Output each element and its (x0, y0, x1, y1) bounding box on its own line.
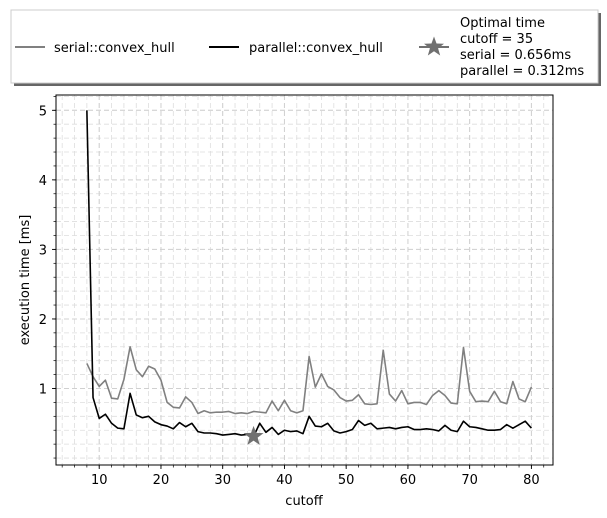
legend: serial::convex_hull parallel::convex_hul… (10, 9, 601, 86)
x-tick-label: 80 (523, 473, 540, 488)
legend-star-icon (424, 36, 444, 56)
x-tick-label: 30 (214, 473, 231, 488)
legend-optimal-line-3: serial = 0.656ms (460, 48, 571, 63)
y-axis-label: execution time [ms] (18, 215, 33, 346)
series-line-serial (86, 345, 533, 415)
legend-label-serial: serial::convex_hull (54, 41, 175, 56)
legend-optimal-line-1: Optimal time (460, 16, 545, 31)
y-tick-label: 3 (39, 243, 47, 258)
series-line-parallel (86, 110, 532, 438)
y-tick-label: 4 (39, 174, 47, 189)
x-axis-label: cutoff (285, 494, 323, 509)
y-tick-label: 1 (39, 382, 47, 397)
legend-label-parallel: parallel::convex_hull (249, 41, 383, 56)
legend-optimal-line-4: parallel = 0.312ms (460, 64, 584, 79)
x-tick-label: 40 (276, 473, 293, 488)
legend-box (10, 9, 599, 84)
x-tick-label: 60 (400, 473, 417, 488)
y-tick-label: 5 (39, 104, 47, 119)
plot-frame (55, 94, 554, 466)
series-layer (86, 110, 533, 438)
x-tick-label: 70 (461, 473, 478, 488)
optimal-star-marker (243, 425, 264, 445)
x-tick-label: 50 (338, 473, 355, 488)
x-axis: 10 20 30 40 50 60 70 80 (61, 465, 545, 488)
grid-minor (56, 95, 553, 465)
y-axis: 1 2 3 4 5 (39, 96, 56, 459)
x-tick-label: 10 (91, 473, 108, 488)
plot-area: 10 20 30 40 50 60 70 80 1 2 3 4 5 (39, 94, 554, 488)
x-tick-label: 20 (153, 473, 170, 488)
y-tick-label: 2 (39, 313, 47, 328)
legend-optimal-line-2: cutoff = 35 (460, 32, 533, 47)
marker-layer (243, 425, 264, 445)
grid-major (56, 95, 553, 465)
